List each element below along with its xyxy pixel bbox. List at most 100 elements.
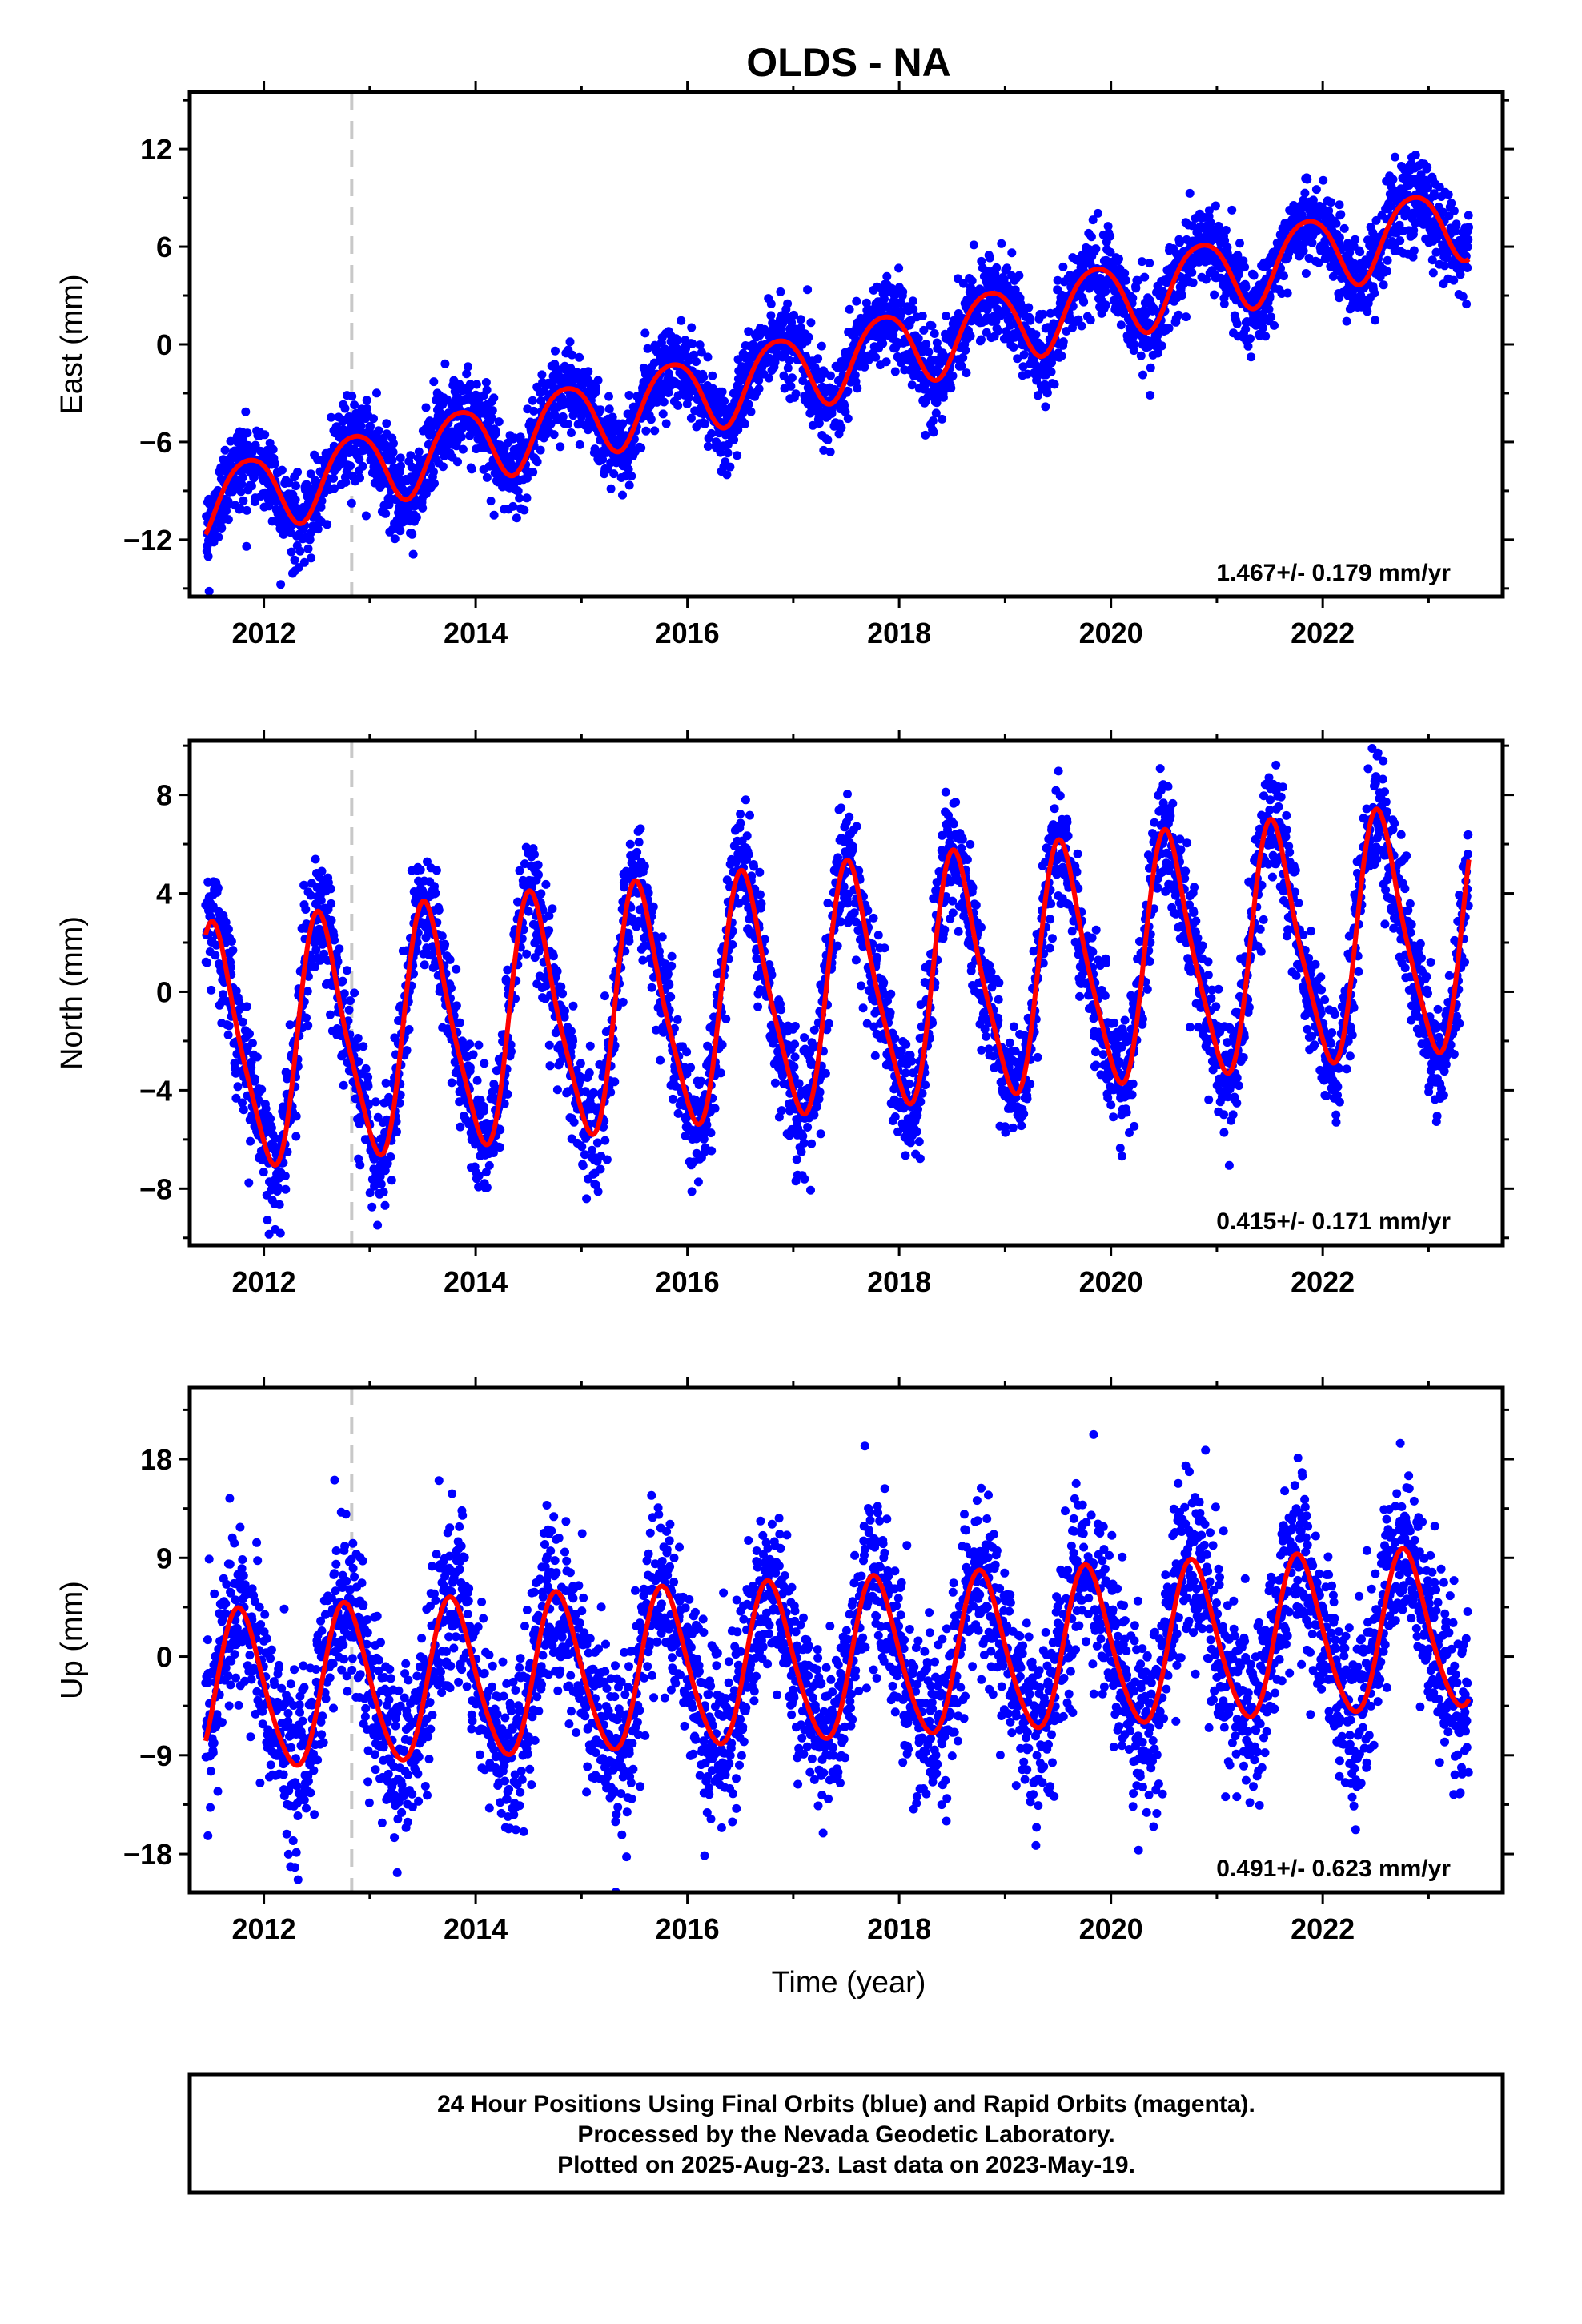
east-data-point bbox=[598, 455, 608, 464]
east-data-point bbox=[458, 444, 468, 454]
east-data-point bbox=[967, 276, 977, 286]
east-data-point bbox=[551, 346, 560, 356]
east-data-point bbox=[878, 339, 888, 348]
east-data-point bbox=[783, 299, 793, 308]
east-data-point bbox=[1382, 267, 1391, 276]
east-data-point bbox=[1103, 222, 1113, 231]
north-data-point bbox=[558, 989, 568, 999]
east-data-point bbox=[823, 436, 833, 444]
east-data-point bbox=[242, 505, 251, 515]
north-data-point bbox=[283, 1147, 292, 1156]
east-data-point bbox=[1267, 312, 1276, 322]
east-data-point bbox=[1449, 206, 1459, 215]
east-data-point bbox=[512, 513, 521, 523]
east-data-point bbox=[766, 300, 776, 308]
east-data-point bbox=[260, 430, 270, 440]
north-data-point bbox=[285, 1020, 295, 1030]
east-data-point bbox=[733, 451, 742, 460]
east-data-point bbox=[803, 285, 813, 295]
north-data-point bbox=[275, 1200, 284, 1209]
east-data-point bbox=[796, 315, 805, 324]
east-data-point bbox=[358, 461, 367, 471]
east-data-point bbox=[740, 420, 749, 428]
east-data-point bbox=[618, 490, 627, 500]
north-data-point bbox=[211, 951, 220, 960]
east-data-point bbox=[382, 419, 391, 428]
east-data-point bbox=[606, 484, 616, 493]
east-x-tick-label: 2020 bbox=[1079, 617, 1143, 649]
east-data-point bbox=[907, 380, 917, 390]
east-data-point bbox=[1371, 316, 1380, 325]
north-data-point bbox=[275, 1228, 285, 1238]
east-data-point bbox=[1177, 291, 1186, 300]
east-data-point bbox=[1395, 236, 1405, 246]
east-data-point bbox=[1243, 341, 1253, 351]
east-data-point bbox=[685, 392, 694, 402]
east-data-point bbox=[575, 440, 584, 449]
east-data-point bbox=[1210, 290, 1219, 300]
north-data-point bbox=[480, 1106, 488, 1116]
east-data-point bbox=[1461, 251, 1471, 261]
north-data-point bbox=[371, 1097, 380, 1107]
north-data-point bbox=[291, 1112, 301, 1121]
east-data-point bbox=[1149, 304, 1158, 313]
east-data-point bbox=[646, 415, 656, 424]
north-data-point bbox=[267, 1123, 276, 1132]
east-data-point bbox=[673, 400, 683, 410]
north-data-point bbox=[259, 1168, 268, 1177]
north-data-point bbox=[203, 958, 212, 967]
north-data-point bbox=[386, 1152, 396, 1161]
east-data-point bbox=[871, 352, 881, 362]
east-data-point bbox=[624, 480, 634, 490]
east-data-point bbox=[827, 408, 837, 418]
east-data-point bbox=[1233, 251, 1243, 260]
east-data-points bbox=[202, 151, 1473, 596]
east-data-point bbox=[692, 357, 701, 367]
east-data-point bbox=[549, 430, 559, 440]
east-data-point bbox=[239, 496, 248, 505]
east-data-point bbox=[1370, 288, 1379, 298]
east-data-point bbox=[1120, 268, 1130, 278]
east-data-point bbox=[969, 240, 978, 250]
north-data-point bbox=[387, 1176, 396, 1185]
east-data-point bbox=[861, 298, 871, 308]
east-data-point bbox=[1136, 351, 1146, 360]
east-data-point bbox=[825, 447, 835, 456]
east-data-point bbox=[1379, 280, 1388, 290]
east-data-point bbox=[1101, 300, 1110, 310]
east-data-point bbox=[467, 464, 476, 474]
north-data-point bbox=[250, 1074, 259, 1084]
east-data-point bbox=[725, 462, 735, 472]
east-data-point bbox=[241, 407, 251, 416]
east-data-point bbox=[677, 316, 686, 325]
east-data-point bbox=[1130, 340, 1139, 349]
east-data-point bbox=[921, 430, 930, 440]
east-data-point bbox=[931, 408, 941, 418]
east-data-point bbox=[624, 464, 633, 474]
east-data-point bbox=[1175, 238, 1184, 247]
east-data-point bbox=[716, 448, 725, 457]
east-data-point bbox=[1355, 247, 1365, 257]
east-data-point bbox=[720, 396, 729, 406]
east-data-point bbox=[896, 298, 905, 308]
east-data-point bbox=[1187, 267, 1197, 277]
north-data-point bbox=[223, 1030, 233, 1039]
east-data-point bbox=[1014, 271, 1024, 280]
north-data-point bbox=[455, 1018, 464, 1027]
north-data-point bbox=[465, 1063, 475, 1072]
east-data-point bbox=[958, 353, 968, 362]
north-data-point bbox=[311, 854, 320, 864]
east-data-point bbox=[1304, 254, 1314, 263]
east-data-point bbox=[992, 263, 1002, 272]
east-data-point bbox=[814, 419, 824, 428]
east-data-point bbox=[786, 381, 796, 391]
east-data-point bbox=[584, 367, 593, 376]
east-data-point bbox=[729, 435, 739, 444]
east-data-point bbox=[1022, 369, 1032, 379]
east-data-point bbox=[532, 457, 542, 467]
north-data-point bbox=[530, 850, 539, 859]
east-data-point bbox=[997, 239, 1006, 248]
north-data-point bbox=[456, 1122, 465, 1132]
east-data-point bbox=[217, 524, 227, 533]
north-data-point bbox=[541, 879, 551, 889]
